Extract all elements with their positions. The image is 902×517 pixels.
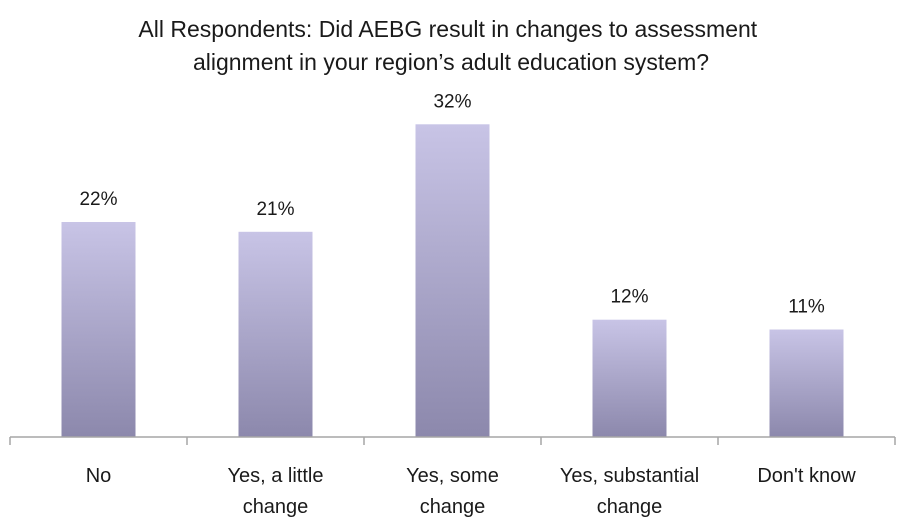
chart-title: All Respondents: Did AEBG result in chan… <box>138 16 763 75</box>
data-label-2: 32% <box>433 91 471 112</box>
bars-group <box>61 124 844 438</box>
bar-1 <box>238 231 313 437</box>
data-label-3: 12% <box>610 287 648 308</box>
category-label-0: No <box>86 465 112 487</box>
category-label-2-line-0: Yes, some <box>406 465 499 487</box>
bar-2 <box>415 124 490 438</box>
bar-3 <box>592 319 667 437</box>
data-label-4: 11% <box>788 297 825 318</box>
category-label-1-line-1: change <box>243 496 309 517</box>
x-axis <box>9 436 896 445</box>
bar-0 <box>61 222 136 437</box>
chart-title-line-2: alignment in your region’s adult educati… <box>193 49 709 75</box>
category-label-2: Yes, some change <box>406 465 499 517</box>
category-label-2-line-1: change <box>420 496 486 517</box>
data-label-1: 21% <box>256 199 294 220</box>
chart-title-line-1: All Respondents: Did AEBG result in chan… <box>138 16 757 42</box>
category-label-0-line-0: No <box>86 465 112 487</box>
category-label-3: Yes, substantial change <box>560 465 699 517</box>
data-label-0: 22% <box>79 189 117 210</box>
category-label-4-line-0: Don't know <box>757 465 856 487</box>
category-label-1-line-0: Yes, a little <box>228 465 324 487</box>
category-label-3-line-1: change <box>597 496 663 517</box>
category-label-1: Yes, a little change <box>228 465 324 517</box>
bar-4 <box>769 329 844 437</box>
category-label-3-line-0: Yes, substantial <box>560 465 699 487</box>
data-labels-group: 22% 21% 32% 12% 11% <box>79 91 824 317</box>
category-label-4: Don't know <box>757 465 856 487</box>
